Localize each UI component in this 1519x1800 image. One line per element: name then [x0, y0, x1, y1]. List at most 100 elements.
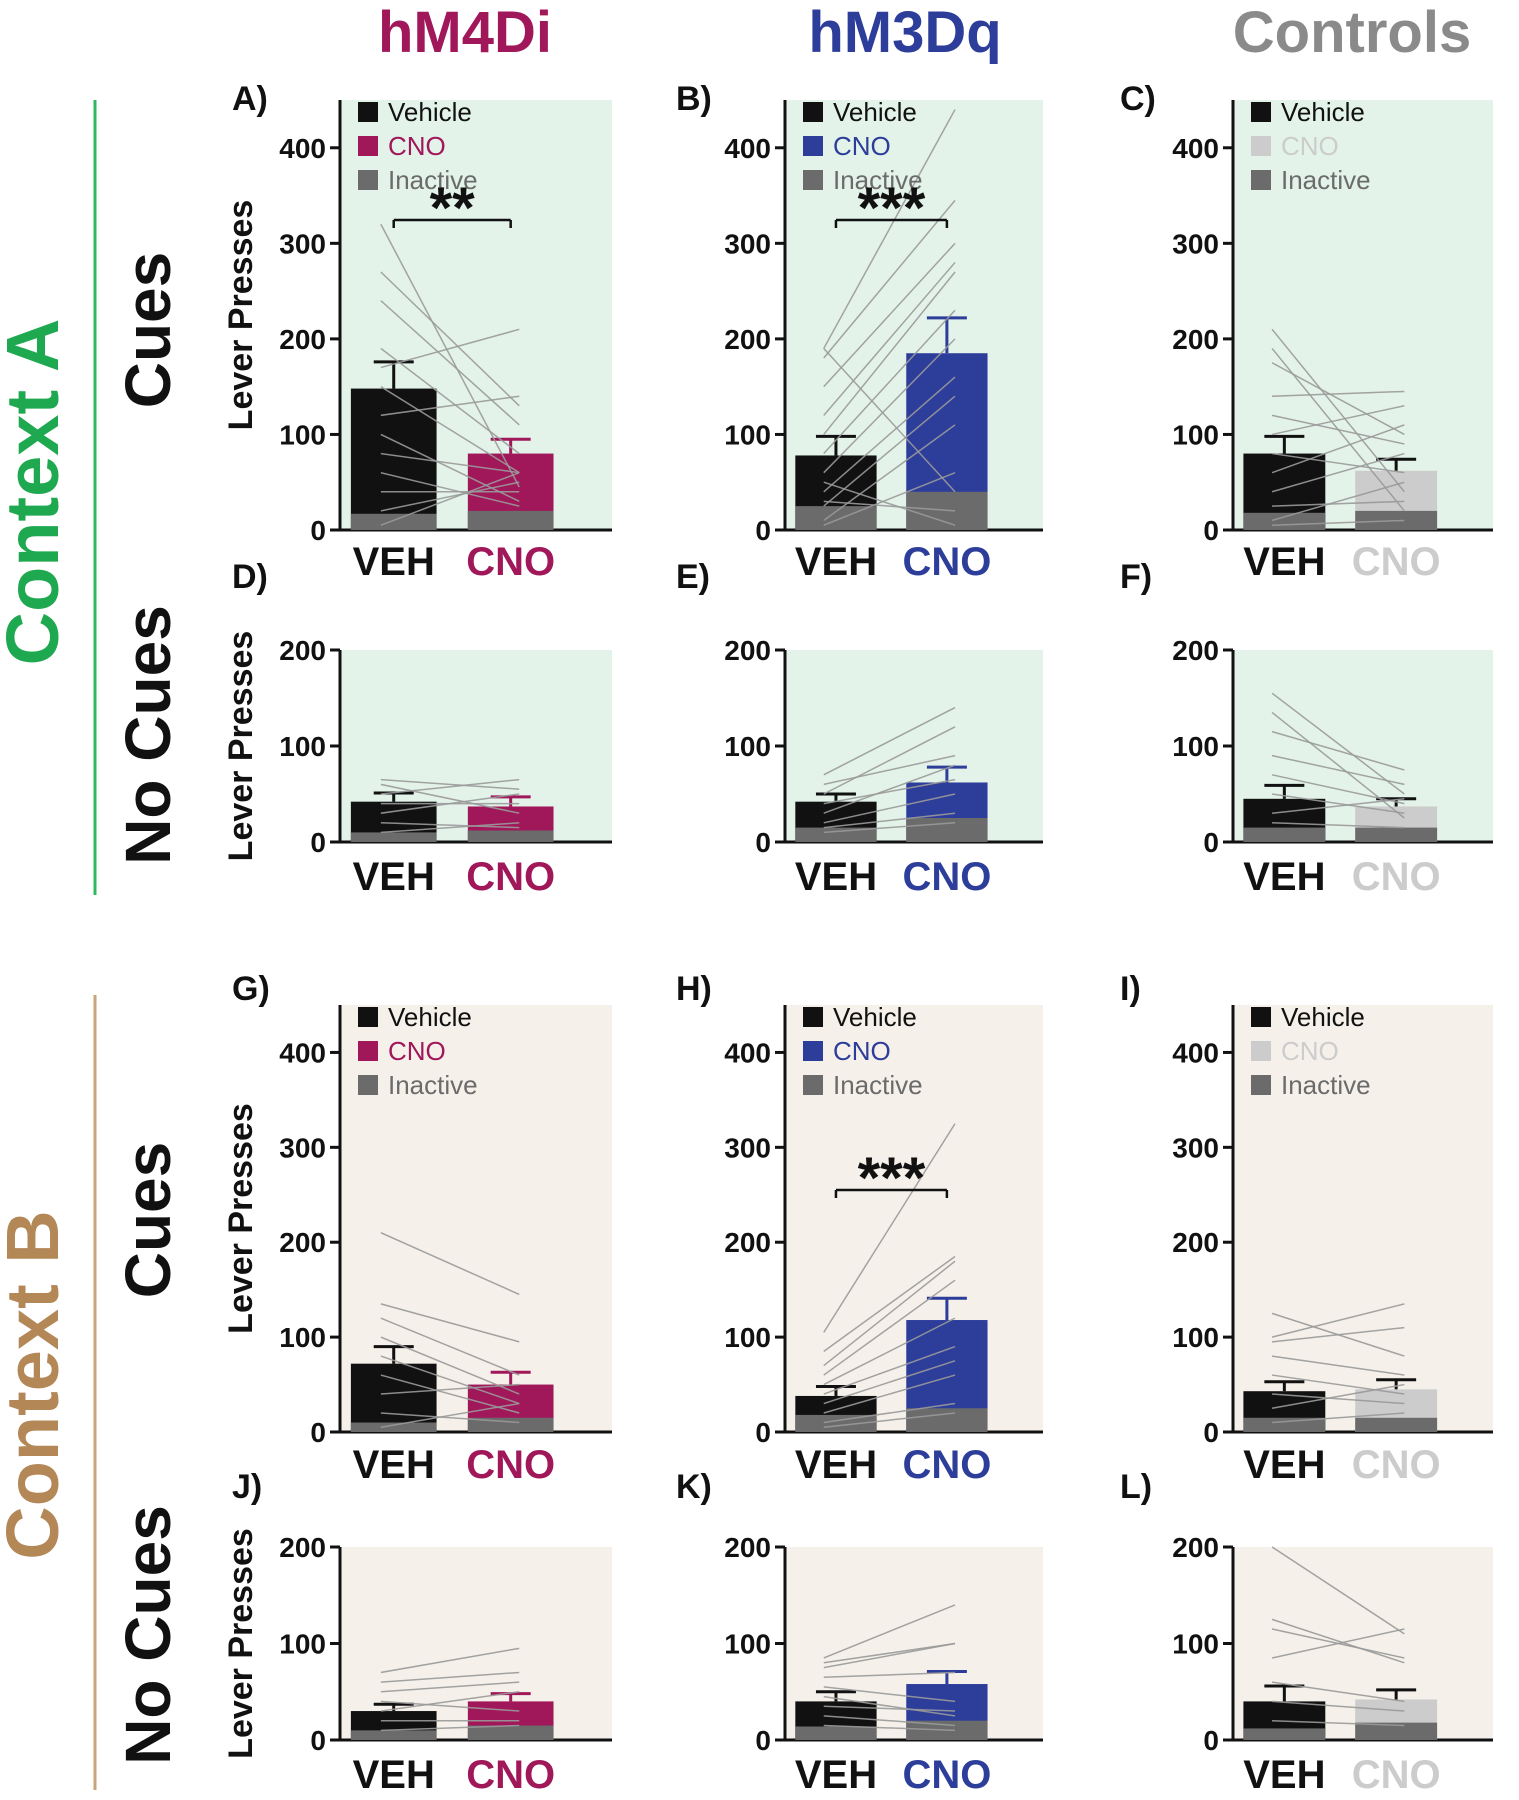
individual-subject-line	[380, 433, 520, 503]
y-tick-label: 300	[1172, 1132, 1219, 1163]
bar-veh-inactive	[350, 1422, 437, 1432]
individual-subject-line	[823, 1412, 956, 1429]
bar-veh-inactive	[1243, 1728, 1326, 1740]
y-tick-label: 0	[755, 515, 771, 546]
x-tick-label-veh: VEH	[795, 1753, 877, 1797]
panel-letter: A)	[232, 80, 268, 118]
legend-swatch-vehicle	[358, 102, 378, 122]
significance-marker: **	[430, 176, 476, 241]
legend-label-inactive: Inactive	[388, 165, 478, 195]
individual-subject-line	[1271, 362, 1405, 436]
individual-subject-line	[823, 754, 956, 786]
individual-subject-line	[823, 1686, 956, 1703]
individual-subject-line	[1271, 1628, 1405, 1659]
column-title-hm3dq: hM3Dq	[808, 0, 1001, 65]
individual-subject-line	[823, 338, 956, 474]
y-tick-label: 100	[279, 1322, 326, 1353]
individual-subject-line	[1271, 730, 1405, 771]
individual-subject-line	[823, 764, 956, 814]
legend-swatch-cno	[1251, 1041, 1271, 1061]
x-tick-label-veh: VEH	[795, 855, 877, 899]
bar-veh-inactive	[1243, 827, 1326, 842]
legend-label-vehicle: Vehicle	[833, 1002, 917, 1032]
individual-subject-line	[823, 793, 956, 824]
y-tick-label: 0	[310, 827, 326, 858]
x-tick-label-cno: CNO	[466, 540, 555, 584]
panel-letter: F)	[1120, 558, 1152, 596]
bar-veh-inactive	[350, 832, 437, 842]
individual-subject-line	[823, 706, 956, 776]
individual-subject-line	[823, 1642, 956, 1669]
x-tick-label-cno: CNO	[1352, 1443, 1441, 1487]
x-tick-label-cno: CNO	[1352, 540, 1441, 584]
panel-l: L) 0 100 200 VEH CNO	[1120, 1468, 1493, 1797]
individual-subject-line	[380, 1383, 520, 1395]
legend-label-cno: CNO	[1281, 1036, 1339, 1066]
individual-subject-line	[380, 471, 520, 526]
y-tick-label: 300	[724, 1132, 771, 1163]
bar-cno-inactive	[906, 818, 988, 842]
individual-subject-line	[1272, 822, 1405, 829]
legend-swatch-inactive	[358, 170, 378, 190]
panel-f: F) 0 100 200 VEH CNO	[1120, 558, 1493, 899]
row-label-cues-b: Cues	[112, 1142, 184, 1299]
row-label-no-cues-a: No Cues	[112, 605, 184, 865]
individual-subject-line	[380, 223, 520, 488]
legend-label-inactive: Inactive	[388, 1070, 478, 1100]
legend-label-vehicle: Vehicle	[1281, 97, 1365, 127]
bar-cno-inactive	[467, 510, 554, 530]
y-tick-label: 100	[1172, 419, 1219, 450]
panel-i: I) 0 100 200 300 400 VEH CNO Vehicle CNO Inactive	[1120, 970, 1493, 1487]
x-tick-label-veh: VEH	[353, 1443, 435, 1487]
legend-swatch-cno	[1251, 136, 1271, 156]
x-tick-label-cno: CNO	[1352, 855, 1441, 899]
y-tick-label: 400	[724, 1037, 771, 1068]
individual-subject-line	[380, 347, 520, 455]
x-tick-label-cno: CNO	[466, 1443, 555, 1487]
legend-label-cno: CNO	[833, 1036, 891, 1066]
individual-subject-line	[823, 271, 956, 435]
panel-letter: K)	[676, 1468, 712, 1506]
individual-subject-line	[380, 1681, 520, 1693]
panel-k: K) 0 100 200 VEH CNO	[676, 1468, 1043, 1797]
y-tick-label: 200	[1172, 1227, 1219, 1258]
legend-label-cno: CNO	[833, 131, 891, 161]
bar-veh-inactive	[350, 513, 437, 530]
x-tick-label-cno: CNO	[902, 540, 991, 584]
y-tick-label: 0	[1203, 1725, 1219, 1756]
individual-subject-line	[1271, 481, 1405, 522]
individual-subject-line	[1272, 1412, 1405, 1424]
y-tick-label: 100	[1172, 1629, 1219, 1660]
x-tick-label-veh: VEH	[353, 855, 435, 899]
individual-subject-line	[380, 481, 520, 512]
y-tick-label: 300	[1172, 228, 1219, 259]
legend-label-vehicle: Vehicle	[388, 97, 472, 127]
y-tick-label: 0	[1203, 827, 1219, 858]
individual-subject-line	[380, 1336, 520, 1395]
x-tick-label-veh: VEH	[353, 1753, 435, 1797]
y-tick-label: 200	[1172, 635, 1219, 666]
individual-subject-line	[823, 1695, 956, 1717]
y-tick-label: 100	[724, 731, 771, 762]
individual-subject-line	[823, 822, 956, 834]
individual-subject-line	[380, 1647, 520, 1674]
individual-subject-line	[1271, 424, 1405, 474]
panel-h: H) 0 100 200 300 400 VEH CNO Vehicle CNO Inactive *…	[676, 970, 1043, 1487]
significance-marker: ***	[858, 1146, 926, 1211]
legend-label-inactive: Inactive	[1281, 165, 1371, 195]
legend-swatch-vehicle	[358, 1007, 378, 1027]
individual-subject-line	[823, 1374, 956, 1414]
y-tick-label: 0	[755, 1417, 771, 1448]
y-tick-label: 100	[724, 1629, 771, 1660]
individual-subject-line	[380, 822, 520, 829]
individual-subject-line	[380, 1700, 520, 1712]
y-tick-label: 200	[1172, 324, 1219, 355]
bar-cno-inactive	[467, 1725, 554, 1740]
individual-subject-line	[1271, 1303, 1405, 1338]
individual-subject-line	[823, 1715, 956, 1727]
bar-cno-inactive	[1355, 827, 1438, 842]
y-tick-label: 100	[279, 1629, 326, 1660]
individual-subject-line	[823, 1360, 956, 1405]
y-tick-label: 0	[310, 515, 326, 546]
x-tick-label-cno: CNO	[902, 855, 991, 899]
